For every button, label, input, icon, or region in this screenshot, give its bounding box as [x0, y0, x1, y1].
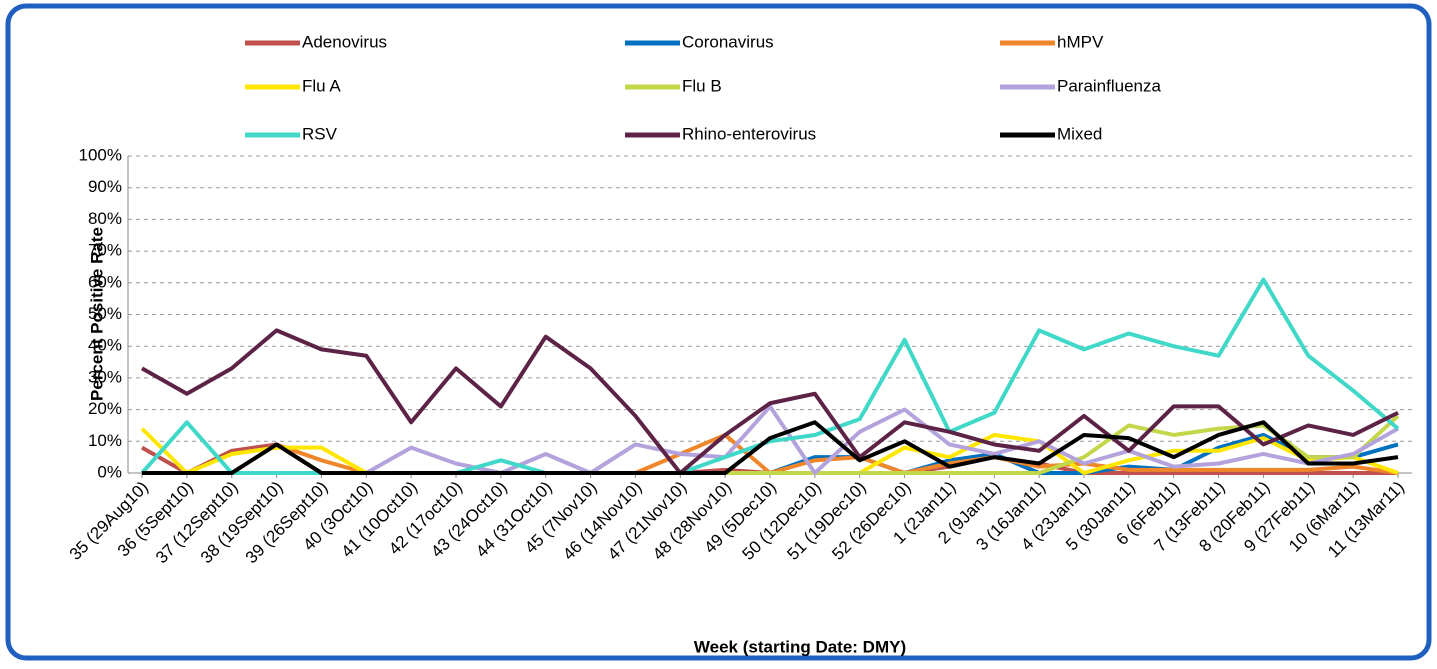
y-tick-label: 0%	[97, 462, 122, 481]
legend-label: Adenovirus	[302, 32, 387, 51]
legend-label: Flu B	[682, 76, 722, 95]
legend-label: hMPV	[1057, 32, 1104, 51]
y-tick-label: 70%	[88, 241, 122, 260]
legend-label: Coronavirus	[682, 32, 774, 51]
series-line	[142, 420, 1399, 475]
legend-label: Rhino-enterovirus	[682, 124, 816, 143]
legend-label: Parainfluenza	[1057, 76, 1162, 95]
legend-label: Flu A	[302, 76, 341, 95]
series-line	[141, 328, 1399, 475]
legend-label: Mixed	[1057, 124, 1102, 143]
y-tick-label: 60%	[88, 272, 122, 291]
y-tick-label: 100%	[79, 145, 122, 164]
y-tick-label: 20%	[88, 399, 122, 418]
y-tick-label: 30%	[88, 367, 122, 386]
y-axis-label: Percent Positive Rate	[87, 227, 106, 401]
y-tick-label: 80%	[88, 209, 122, 228]
legend-label: RSV	[302, 124, 338, 143]
y-tick-label: 40%	[88, 336, 122, 355]
y-tick-label: 10%	[88, 431, 122, 450]
x-axis-label: Week (starting Date: DMY)	[694, 637, 906, 656]
frame	[5, 3, 1432, 661]
y-tick-label: 90%	[88, 177, 122, 196]
y-tick-label: 50%	[88, 304, 122, 323]
